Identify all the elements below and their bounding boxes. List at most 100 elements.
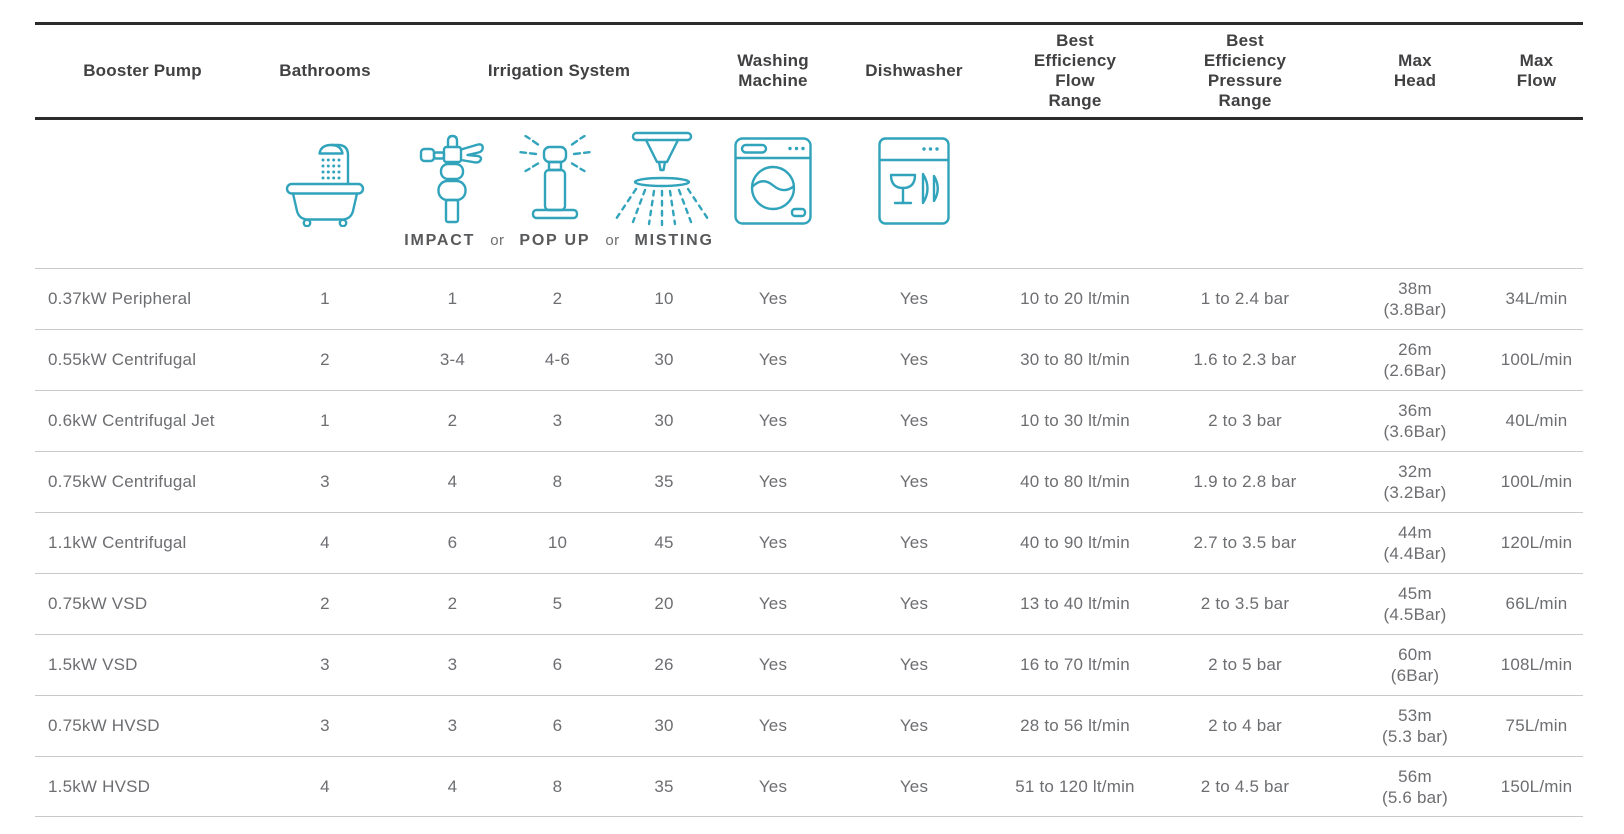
irrigation-caption: IMPACT or POP UP or MISTING <box>400 232 718 250</box>
bathrooms-cell: 3 <box>320 716 330 735</box>
pump-name-cell: 0.75kW VSD <box>48 594 148 613</box>
dishwasher-cell: Yes <box>899 594 929 613</box>
flow-range-cell: 10 to 20 lt/min <box>1020 289 1130 308</box>
bathrooms-cell: 4 <box>320 533 330 552</box>
popup-count-cell: 2 <box>552 289 563 308</box>
dishwasher-cell: Yes <box>899 716 929 735</box>
max-head-cell: 56m (5.6 bar) <box>1381 766 1449 807</box>
flow-range-cell: 13 to 40 lt/min <box>1020 594 1130 613</box>
bathrooms-cell: 2 <box>320 350 330 369</box>
header-max-flow: Max Flow <box>1516 51 1557 90</box>
flow-range-cell: 10 to 30 lt/min <box>1020 411 1130 430</box>
bathrooms-cell: 1 <box>320 289 330 308</box>
washing-machine-icon-cell <box>718 120 828 268</box>
impact-label: IMPACT <box>404 232 476 249</box>
pressure-range-cell: 2.7 to 3.5 bar <box>1193 533 1297 552</box>
max-flow-cell: 100L/min <box>1500 350 1573 369</box>
dishwasher-cell: Yes <box>899 289 929 308</box>
max-head-cell: 53m (5.3 bar) <box>1381 706 1449 746</box>
popup-count-cell: 8 <box>552 776 563 796</box>
irrigation-icons-cell: IMPACT or POP UP or MISTING <box>400 120 718 268</box>
popup-sprinkler-icon <box>518 135 591 220</box>
bathrooms-icon-cell <box>250 120 400 268</box>
max-head-cell: 44m (4.4Bar) <box>1383 523 1447 563</box>
pump-name-cell: 1.1kW Centrifugal <box>48 533 187 552</box>
irrigation-icons <box>400 130 718 227</box>
pump-name-cell: 1.5kW HVSD <box>48 776 151 796</box>
pressure-range-cell: 1.9 to 2.8 bar <box>1193 472 1297 491</box>
max-head-cell: 26m (2.6Bar) <box>1383 340 1447 380</box>
max-flow-cell: 100L/min <box>1500 472 1573 491</box>
dishwasher-cell: Yes <box>899 776 929 796</box>
misting-count-cell: 20 <box>654 594 674 613</box>
flow-range-cell: 30 to 80 lt/min <box>1020 350 1130 369</box>
washing-machine-cell: Yes <box>758 594 788 613</box>
flow-range-cell: 28 to 56 lt/min <box>1020 716 1130 735</box>
header-washing-machine: Washing Machine <box>737 51 809 90</box>
bathtub-shower-icon <box>285 143 365 227</box>
flow-range-cell: 16 to 70 lt/min <box>1020 655 1130 674</box>
table-row: 1.5kW HVSD 4 4 8 35 Yes Yes 51 to 120 lt… <box>35 756 1583 817</box>
header-booster-pump: Booster Pump <box>83 61 202 80</box>
impact-count-cell: 2 <box>447 594 458 613</box>
popup-count-cell: 8 <box>552 472 563 491</box>
header-max-head: Max Head <box>1393 51 1437 90</box>
max-head-cell: 32m (3.2Bar) <box>1383 462 1447 502</box>
impact-slot <box>400 130 503 226</box>
bathrooms-cell: 1 <box>320 411 330 430</box>
pressure-range-cell: 1.6 to 2.3 bar <box>1193 350 1297 369</box>
max-flow-cell: 34L/min <box>1505 289 1568 308</box>
flow-range-cell: 40 to 90 lt/min <box>1020 533 1130 552</box>
washing-machine-cell: Yes <box>758 716 788 735</box>
max-head-cell: 60m (6Bar) <box>1390 645 1440 685</box>
washing-machine-cell: Yes <box>758 289 788 308</box>
popup-count-cell: 6 <box>552 655 563 674</box>
table-row: 0.75kW Centrifugal 3 4 8 35 Yes Yes 40 t… <box>35 451 1583 512</box>
misting-count-cell: 30 <box>654 411 674 430</box>
table-row: 0.75kW VSD 2 2 5 20 Yes Yes 13 to 40 lt/… <box>35 573 1583 634</box>
popup-slot <box>503 130 606 226</box>
pressure-range-cell: 2 to 4 bar <box>1208 716 1282 735</box>
dishwasher-cell: Yes <box>899 533 929 552</box>
impact-count-cell: 2 <box>447 411 458 430</box>
max-head-cell: 45m (4.5Bar) <box>1383 584 1447 624</box>
washing-machine-cell: Yes <box>758 472 788 491</box>
misting-count-cell: 35 <box>654 472 674 491</box>
washing-machine-cell: Yes <box>758 533 788 552</box>
misting-count-cell: 30 <box>654 716 674 735</box>
dishwasher-cell: Yes <box>899 655 929 674</box>
popup-count-cell: 4-6 <box>544 350 571 369</box>
pump-name-cell: 1.5kW VSD <box>48 655 138 674</box>
max-flow-cell: 120L/min <box>1500 533 1573 552</box>
pump-name-cell: 0.75kW Centrifugal <box>48 472 197 491</box>
washing-machine-cell: Yes <box>758 350 788 369</box>
table-row: 0.6kW Centrifugal Jet 1 2 3 30 Yes Yes 1… <box>35 390 1583 451</box>
flow-range-cell: 40 to 80 lt/min <box>1020 472 1130 491</box>
misting-count-cell: 26 <box>654 655 674 674</box>
pump-name-cell: 0.55kW Centrifugal <box>48 350 197 369</box>
or-label: or <box>490 232 505 249</box>
dishwasher-icon <box>878 137 950 225</box>
misting-sprinkler-icon <box>614 131 710 227</box>
header-bathrooms: Bathrooms <box>279 61 371 80</box>
table-row: 0.37kW Peripheral 1 1 2 10 Yes Yes 10 to… <box>35 268 1583 329</box>
misting-count-cell: 45 <box>654 533 674 552</box>
impact-count-cell: 4 <box>447 776 458 796</box>
popup-count-cell: 5 <box>552 594 563 613</box>
max-head-cell: 36m (3.6Bar) <box>1383 401 1447 441</box>
header-irrigation-system: Irrigation System <box>487 61 631 80</box>
misting-slot <box>606 130 718 227</box>
icon-row: IMPACT or POP UP or MISTING <box>35 120 1583 268</box>
pressure-range-cell: 2 to 3.5 bar <box>1200 594 1290 613</box>
pump-name-cell: 0.6kW Centrifugal Jet <box>48 411 215 430</box>
flow-range-cell: 51 to 120 lt/min <box>1015 776 1135 796</box>
bathrooms-cell: 3 <box>320 655 330 674</box>
dishwasher-icon-cell <box>828 120 1000 268</box>
popup-count-cell: 3 <box>552 411 563 430</box>
popup-count-cell: 10 <box>547 533 568 552</box>
washing-machine-cell: Yes <box>758 411 788 430</box>
pressure-range-cell: 2 to 5 bar <box>1208 655 1282 674</box>
dishwasher-cell: Yes <box>899 411 929 430</box>
misting-count-cell: 35 <box>654 776 674 796</box>
